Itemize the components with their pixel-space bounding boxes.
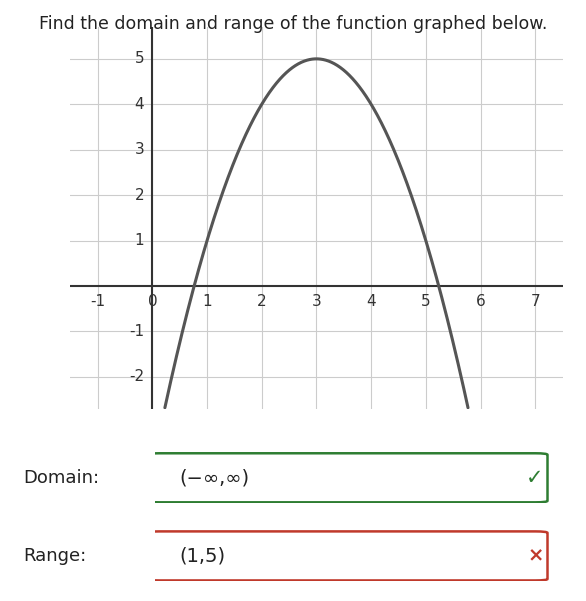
Text: Range:: Range: — [23, 547, 87, 565]
Text: 6: 6 — [476, 294, 485, 309]
Text: 4: 4 — [135, 97, 144, 112]
FancyBboxPatch shape — [147, 531, 547, 581]
Text: 1: 1 — [135, 233, 144, 248]
Text: -2: -2 — [129, 370, 144, 385]
Text: -1: -1 — [129, 324, 144, 339]
Text: 5: 5 — [135, 51, 144, 66]
Text: ×: × — [527, 546, 543, 566]
Text: 4: 4 — [366, 294, 376, 309]
Text: 0: 0 — [148, 294, 157, 309]
Text: (−∞,∞): (−∞,∞) — [179, 468, 250, 487]
Text: 2: 2 — [135, 188, 144, 203]
Text: 3: 3 — [134, 142, 144, 157]
Text: 1: 1 — [202, 294, 212, 309]
Text: 2: 2 — [257, 294, 267, 309]
Text: 7: 7 — [530, 294, 540, 309]
Text: Domain:: Domain: — [23, 469, 100, 487]
Text: Find the domain and range of the function graphed below.: Find the domain and range of the functio… — [39, 15, 547, 33]
Text: ✓: ✓ — [526, 468, 543, 488]
Text: 5: 5 — [421, 294, 431, 309]
FancyBboxPatch shape — [147, 453, 547, 502]
Text: -1: -1 — [90, 294, 105, 309]
Text: 3: 3 — [312, 294, 321, 309]
Text: (1,5): (1,5) — [179, 546, 226, 566]
